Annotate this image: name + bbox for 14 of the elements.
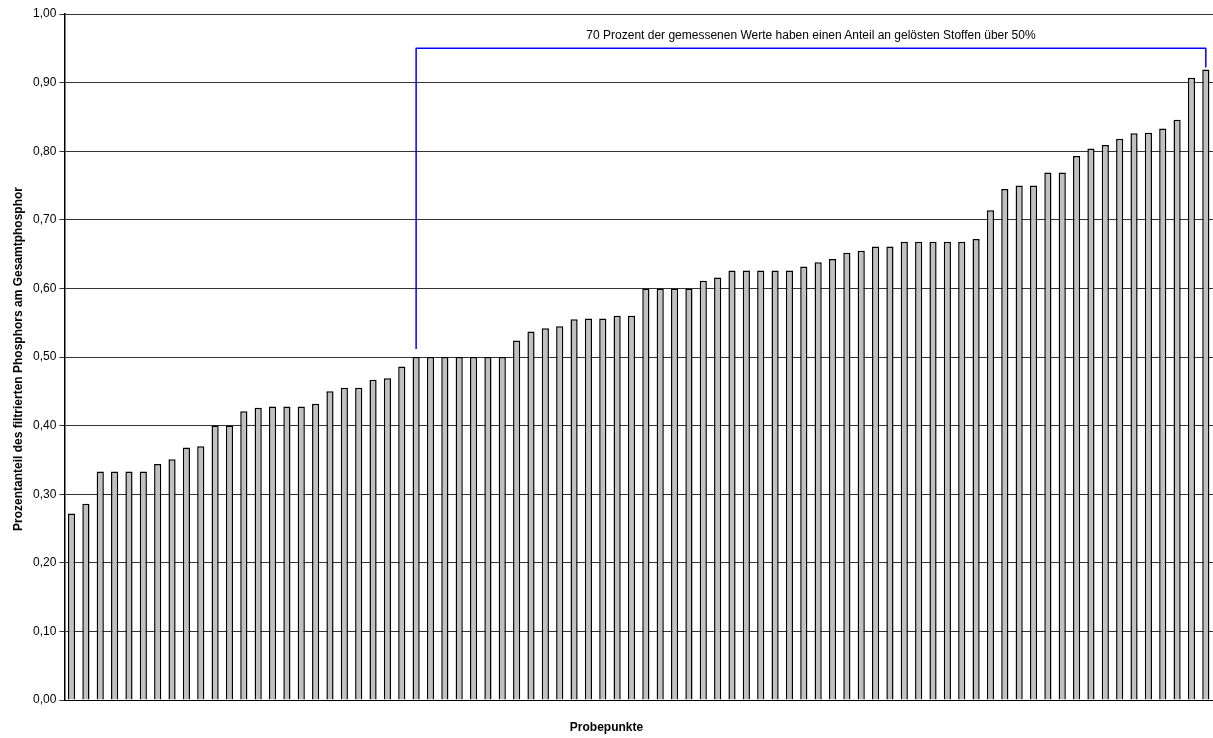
- y-tick-label: 0,00: [33, 692, 57, 707]
- y-tick-label: 0,40: [33, 417, 57, 432]
- y-tick-label: 0,60: [33, 280, 57, 295]
- y-tick-label: 0,90: [33, 74, 57, 89]
- y-tick-label: 0,30: [33, 486, 57, 501]
- y-tick-label: 0,80: [33, 143, 57, 158]
- y-tick-label: 0,10: [33, 623, 57, 638]
- y-tick-label: 0,70: [33, 212, 57, 227]
- y-tick-label: 0,20: [33, 555, 57, 570]
- ref-line-label: 70 Prozent der gemessenen Werte haben einen Anteil an gelösten Stoffen über 50%: [586, 28, 1036, 43]
- y-tick-label: 0,50: [33, 349, 57, 364]
- x-axis-title: Probepunkte: [568, 720, 645, 734]
- y-tick-label: 1,00: [33, 6, 57, 21]
- y-axis-title: Prozentanteil des filtrierten Phosphors am Gesamtphosphor: [11, 186, 25, 532]
